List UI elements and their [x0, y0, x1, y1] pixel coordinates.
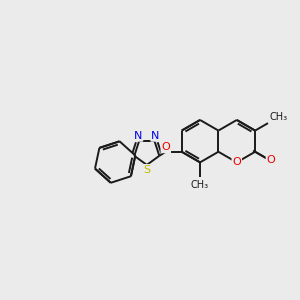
Text: S: S [143, 165, 150, 175]
Text: N: N [151, 131, 160, 141]
Text: CH₃: CH₃ [269, 112, 287, 122]
Text: O: O [267, 155, 275, 165]
Text: N: N [134, 131, 142, 141]
Text: O: O [161, 142, 170, 152]
Text: CH₃: CH₃ [191, 180, 209, 190]
Text: O: O [232, 158, 241, 167]
